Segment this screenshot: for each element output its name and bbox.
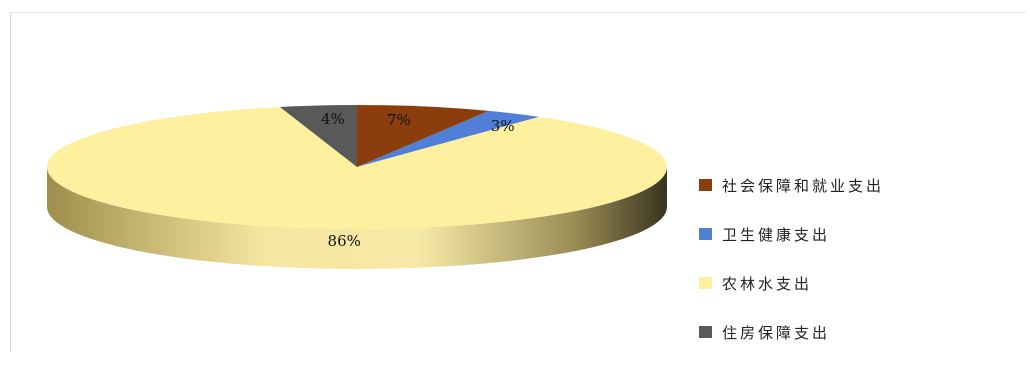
legend: 社会保障和就业支出 卫生健康支出 农林水支出 住房保障支出	[699, 173, 884, 369]
pie-data-labels: 7% 3% 86% 4%	[321, 110, 515, 250]
legend-item-health: 卫生健康支出	[699, 222, 884, 246]
pie-slice-social-security	[357, 105, 489, 167]
pie-slice-housing	[279, 105, 357, 167]
data-label-social-security: 7%	[387, 111, 411, 129]
pie-side-wall	[47, 167, 667, 269]
chart-frame: 7% 3% 86% 4% 社会保障和就业支出 卫生健康支出 农林水支出 住房保障支出	[10, 12, 1026, 352]
pie-top-slices	[46, 105, 668, 229]
legend-label: 社会保障和就业支出	[722, 176, 885, 195]
legend-swatch	[699, 277, 712, 289]
legend-swatch	[699, 228, 712, 240]
legend-item-housing: 住房保障支出	[699, 320, 884, 344]
legend-label: 卫生健康支出	[722, 225, 831, 244]
legend-item-social-security: 社会保障和就业支出	[699, 173, 884, 197]
legend-swatch	[699, 326, 712, 338]
data-label-health: 3%	[491, 117, 515, 135]
legend-swatch	[699, 179, 712, 191]
pie-side-agriculture	[47, 167, 667, 269]
legend-item-agriculture: 农林水支出	[699, 271, 884, 295]
pie-chart: 7% 3% 86% 4%	[46, 105, 668, 269]
legend-label: 农林水支出	[722, 274, 813, 293]
legend-label: 住房保障支出	[722, 323, 831, 342]
data-label-housing: 4%	[321, 110, 345, 128]
pie-slice-agriculture	[46, 106, 668, 229]
pie-slice-health	[357, 110, 540, 167]
data-label-agriculture: 86%	[328, 232, 361, 250]
